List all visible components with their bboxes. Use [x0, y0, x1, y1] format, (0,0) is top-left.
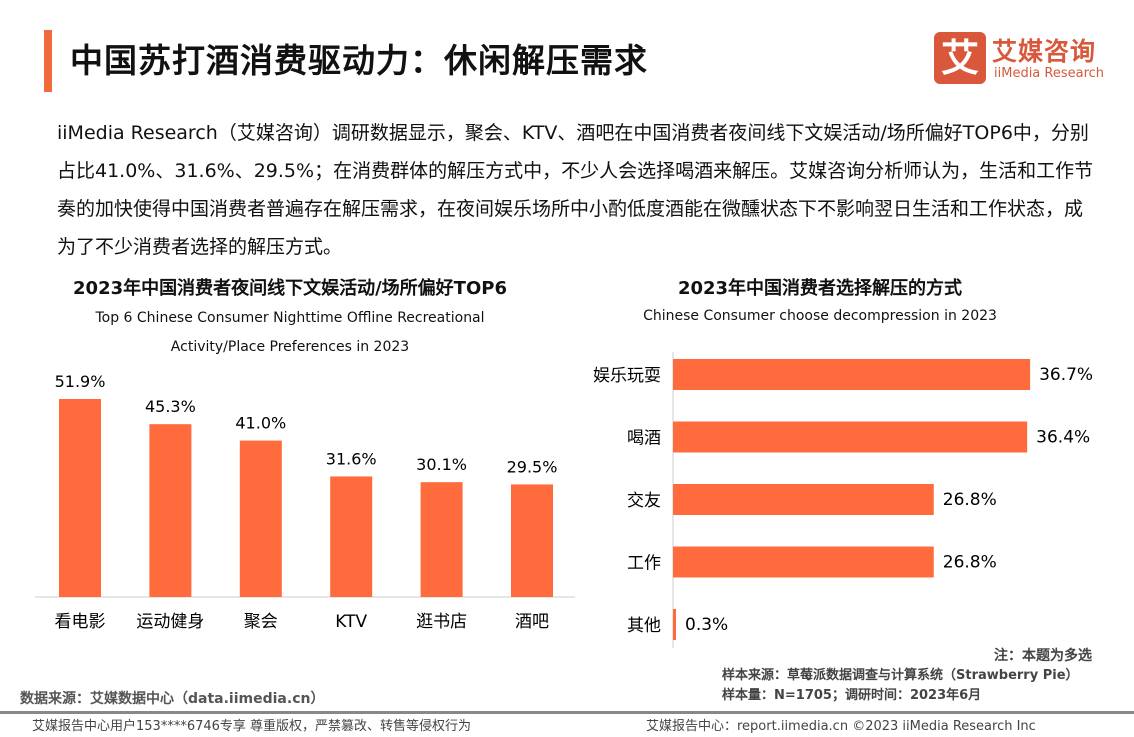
category-label: 喝酒: [627, 429, 661, 449]
right-chart-subtitle: Chinese Consumer choose decompression in…: [643, 308, 997, 324]
right-bar-chart: 36.7% 娱乐玩耍 36.4% 喝酒 26.8% 交友 26.8% 工作 0.3% 其他: [593, 352, 1093, 648]
data-label: 30.1%: [416, 455, 467, 474]
category-label: 工作: [627, 554, 661, 574]
footer-report-center: 艾媒报告中心：report.iimedia.cn ©2023 iiMedia R…: [646, 719, 1036, 734]
left-chart-title: 2023年中国消费者夜间线下文娱活动/场所偏好TOP6: [73, 278, 507, 299]
sample-info: 样本来源：草莓派数据调查与计算系统（Strawberry Pie） 样本量：N=…: [722, 666, 1079, 706]
bar: [673, 359, 1031, 390]
iimedia-logo: 艾 艾媒咨询 iiMedia Research: [934, 32, 1114, 84]
left-bar-chart: 51.9% 看电影 45.3% 运动健身 41.0% 聚会 31.6% KTV 30.1% 逛书店…: [35, 372, 575, 632]
category-label: 娱乐玩耍: [593, 366, 661, 386]
data-label: 45.3%: [145, 397, 196, 416]
multi-select-note: 注：本题为多选: [994, 648, 1092, 664]
bar: [330, 476, 373, 597]
sample-source: 样本来源：草莓派数据调查与计算系统（Strawberry Pie）: [722, 668, 1079, 683]
data-label: 0.3%: [685, 615, 728, 635]
bar: [511, 484, 553, 597]
logo-mark: 艾: [934, 32, 986, 84]
bar: [59, 399, 101, 597]
logo-cn: 艾媒咨询: [992, 37, 1097, 66]
category-label: 酒吧: [515, 612, 549, 632]
sample-size: 样本量：N=1705；调研时间：2023年6月: [722, 688, 982, 703]
left-chart-subtitle: Top 6 Chinese Consumer Nighttime Offline…: [95, 310, 485, 355]
bar: [673, 421, 1028, 453]
data-source: 数据来源：艾媒数据中心（data.iimedia.cn）: [20, 691, 325, 707]
category-label: 聚会: [244, 612, 278, 632]
category-label: 交友: [627, 491, 661, 511]
category-label: KTV: [335, 612, 367, 632]
footer-divider: [0, 711, 1134, 714]
bar: [239, 440, 282, 597]
footer-copyright-notice: 艾媒报告中心用户153****6746专享 尊重版权，严禁篡改、转售等侵权行为: [32, 719, 472, 734]
logo-en: iiMedia Research: [994, 66, 1105, 81]
data-label: 31.6%: [326, 449, 377, 468]
bar: [673, 484, 934, 515]
title-accent-bar: [44, 30, 52, 92]
category-label: 逛书店: [416, 612, 467, 632]
bar: [673, 546, 934, 578]
category-label: 其他: [627, 616, 661, 636]
data-label: 51.9%: [55, 372, 106, 391]
data-label: 36.4%: [1036, 428, 1090, 448]
right-chart-title: 2023年中国消费者选择解压的方式: [677, 278, 963, 299]
data-label: 26.8%: [943, 490, 997, 510]
data-label: 26.8%: [943, 553, 997, 573]
page-title: 中国苏打酒消费驱动力：休闲解压需求: [70, 41, 648, 80]
data-label: 29.5%: [507, 457, 558, 476]
summary-paragraph: iiMedia Research（艾媒咨询）调研数据显示，聚会、KTV、酒吧在中…: [57, 122, 1094, 258]
category-label: 看电影: [55, 612, 106, 632]
data-label: 41.0%: [235, 414, 286, 433]
bar: [149, 424, 192, 597]
bar: [420, 482, 463, 597]
category-label: 运动健身: [136, 612, 204, 632]
data-label: 36.7%: [1039, 365, 1093, 385]
bar: [673, 609, 676, 640]
